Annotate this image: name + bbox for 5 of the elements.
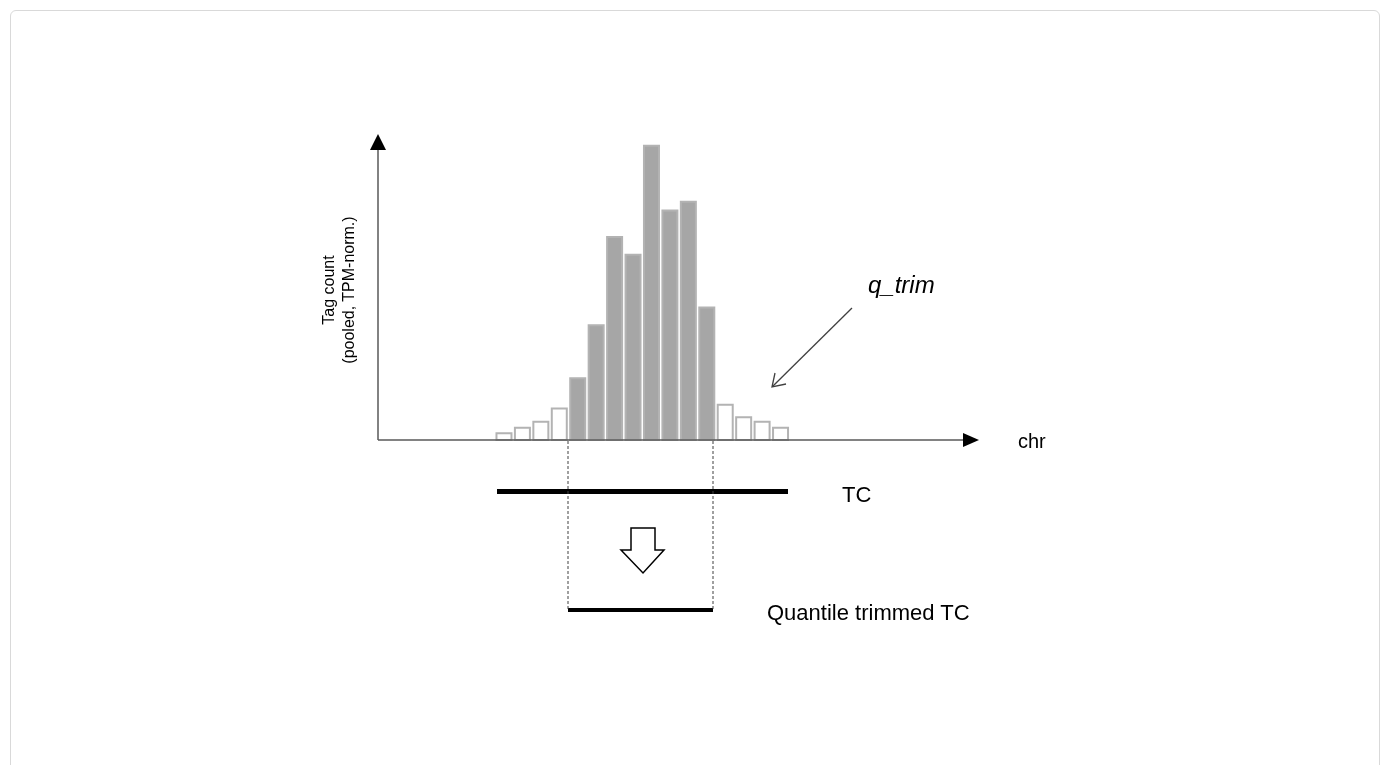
text: Quantile trimmed TC: [767, 600, 970, 625]
text: chr: [1018, 430, 1047, 452]
text: TC: [842, 482, 872, 507]
text: q_trim: [868, 271, 935, 298]
text: Tag count (pooled, TPM-norm.): [320, 216, 357, 364]
